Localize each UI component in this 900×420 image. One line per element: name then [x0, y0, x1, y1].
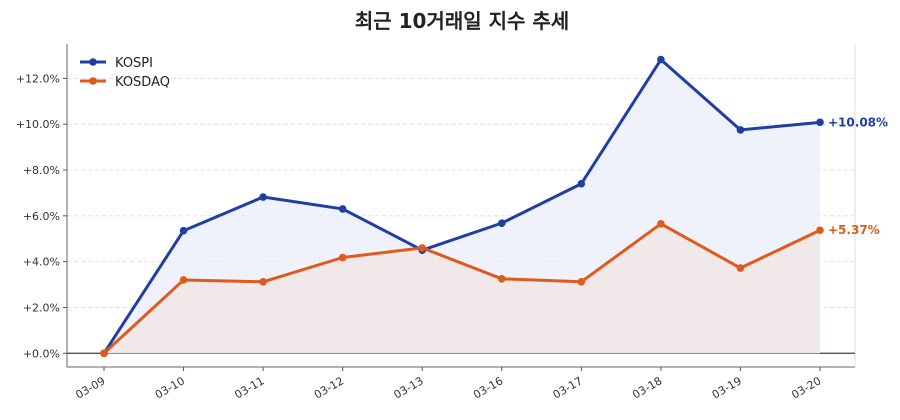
x-tick-label: 03-19: [710, 374, 744, 401]
end-label-kosdaq: +5.37%: [828, 223, 880, 237]
data-point-kospi: [179, 226, 188, 235]
legend: KOSPI KOSDAQ: [80, 56, 170, 90]
data-points: [100, 55, 824, 358]
data-point-kosdaq: [577, 277, 586, 286]
data-point-kospi: [736, 126, 745, 134]
x-tick-label: 03-20: [789, 374, 823, 401]
x-tick-label: 03-10: [153, 374, 187, 401]
x-tick-label: 03-16: [471, 374, 505, 401]
y-tick-label: +4.0%: [23, 256, 60, 269]
data-point-kosdaq: [338, 253, 347, 262]
legend-label-kospi: KOSPI: [115, 56, 153, 71]
x-tick-label: 03-13: [392, 374, 426, 401]
y-tick-label: +8.0%: [23, 164, 60, 177]
legend-marker-kospi: [89, 58, 97, 66]
x-tick-label: 03-12: [312, 374, 346, 401]
series-line-kospi: [102, 58, 821, 355]
series-lines: [102, 58, 821, 355]
data-point-kospi: [259, 193, 267, 201]
data-point-kosdaq: [100, 349, 108, 358]
area-fills: [104, 59, 820, 354]
x-tick-label: 03-18: [630, 374, 664, 401]
data-point-kospi: [577, 179, 586, 188]
legend-marker-kosdaq: [89, 77, 97, 85]
y-tick-label: +6.0%: [23, 210, 60, 223]
area-kosdaq: [104, 223, 820, 354]
data-point-kosdaq: [657, 220, 665, 228]
x-tick-label: 03-17: [551, 374, 585, 401]
data-point-kosdaq: [179, 276, 188, 284]
data-point-kosdaq: [497, 275, 506, 283]
x-tick-label: 03-11: [232, 374, 266, 401]
end-label-kospi: +10.08%: [828, 115, 888, 129]
data-point-kospi: [657, 55, 665, 64]
y-tick-label: +0.0%: [23, 347, 60, 360]
series-line-kosdaq: [102, 222, 821, 355]
x-tick-label: 03-09: [73, 374, 107, 401]
data-point-kosdaq: [736, 264, 745, 272]
chart-title: 최근 10거래일 지수 추세: [355, 9, 569, 33]
y-tick-label: +10.0%: [16, 118, 60, 131]
data-point-kospi: [338, 205, 347, 213]
data-point-kospi: [816, 118, 824, 127]
data-point-kosdaq: [816, 226, 824, 235]
y-tick-label: +2.0%: [23, 301, 60, 314]
data-point-kosdaq: [259, 277, 267, 286]
data-point-kospi: [497, 219, 506, 227]
legend-label-kosdaq: KOSDAQ: [115, 75, 170, 90]
data-point-kosdaq: [418, 244, 427, 252]
y-tick-label: +12.0%: [16, 72, 60, 85]
